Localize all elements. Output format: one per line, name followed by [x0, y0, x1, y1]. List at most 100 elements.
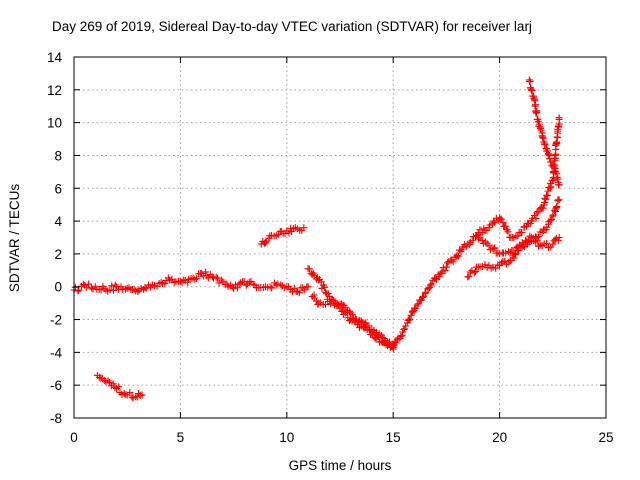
data-point-lower-descending-arm — [375, 333, 383, 341]
data-point-steep-descending-arm — [550, 163, 558, 171]
data-point-recovery-branch — [441, 267, 449, 275]
data-point-steep-descending-arm — [555, 181, 563, 189]
data-point-recovery-branch — [392, 339, 400, 347]
data-point-main-band — [304, 283, 312, 291]
data-point-lower-descending-arm — [329, 298, 337, 306]
data-point-steep-descending-arm — [530, 95, 538, 103]
data-point-recovery-branch — [449, 258, 457, 266]
data-point-upper-rising-arm — [547, 183, 555, 191]
data-point-upper-rising-arm — [542, 195, 550, 203]
data-point-lower-descending-arm — [371, 334, 379, 342]
data-point-middle-rising-arm — [491, 244, 499, 252]
data-point-main-band — [202, 268, 210, 276]
data-point-upper-rising-arm — [555, 114, 563, 122]
data-point-main-band — [266, 283, 274, 291]
y-tick-label: 0 — [54, 280, 62, 295]
data-point-main-band — [85, 280, 93, 288]
data-point-steep-descending-arm — [544, 150, 552, 158]
data-point-middle-rising-arm — [490, 245, 498, 253]
data-point-isolated-upper-segment — [300, 224, 308, 232]
data-point-main-band — [277, 281, 285, 289]
data-point-recovery-branch — [401, 325, 409, 333]
data-point-main-band — [193, 275, 201, 283]
data-point-upper-rising-arm — [502, 222, 510, 230]
data-point-upper-rising-arm — [497, 215, 505, 223]
data-point-recovery-branch — [424, 284, 432, 292]
data-point-steep-descending-arm — [539, 134, 547, 142]
data-point-recovery-branch — [427, 281, 435, 289]
data-point-main-band — [268, 284, 276, 292]
data-point-steep-descending-arm — [535, 120, 543, 128]
y-tick-label: -4 — [50, 345, 62, 360]
x-tick-label: 25 — [598, 430, 613, 445]
y-tick-label: 12 — [47, 83, 62, 98]
data-point-upper-rising-arm — [548, 177, 556, 185]
data-point-upper-rising-arm — [533, 209, 541, 217]
data-point-main-band — [295, 289, 303, 297]
data-point-recovery-branch — [407, 311, 415, 319]
data-point-middle-rising-arm — [510, 249, 518, 257]
data-point-lower-rising-arm — [549, 240, 557, 248]
data-point-middle-rising-arm — [555, 196, 563, 204]
data-point-main-band — [123, 284, 131, 292]
data-point-recovery-branch — [455, 252, 463, 260]
data-point-recovery-branch — [414, 300, 422, 308]
data-point-steep-descending-arm — [553, 173, 561, 181]
data-point-upper-rising-arm — [539, 204, 547, 212]
grid-layer — [74, 57, 606, 418]
data-point-main-band — [88, 284, 96, 292]
data-point-middle-rising-arm — [474, 235, 482, 243]
data-point-main-band — [125, 284, 133, 292]
data-point-steep-descending-arm — [527, 85, 535, 93]
data-point-recovery-branch — [448, 256, 456, 264]
y-tick-label: 2 — [54, 247, 62, 262]
x-axis-label: GPS time / hours — [289, 458, 392, 473]
data-point-main-band — [237, 279, 245, 287]
x-tick-label: 15 — [386, 430, 401, 445]
ticks-layer: 0 5 10 15 20 25 -8 -6 -4 -2 0 2 4 6 8 10 12 14 — [47, 50, 614, 445]
data-point-upper-rising-arm — [491, 218, 499, 226]
data-point-recovery-branch — [438, 268, 446, 276]
y-tick-label: 4 — [54, 214, 62, 229]
data-point-isolated-upper-segment — [261, 239, 269, 247]
data-point-middle-rising-arm — [533, 233, 541, 241]
x-tick-label: 0 — [70, 430, 78, 445]
data-point-steep-descending-arm — [538, 133, 546, 141]
data-point-recovery-branch — [437, 269, 445, 277]
data-point-middle-rising-arm — [486, 246, 494, 254]
data-point-main-band — [157, 278, 165, 286]
data-point-main-band — [109, 286, 117, 294]
data-point-middle-rising-arm — [535, 233, 543, 241]
data-point-lower-rising-arm — [498, 259, 506, 267]
x-tick-label: 5 — [177, 430, 185, 445]
data-point-lower-rising-arm — [543, 239, 551, 247]
y-tick-label: 14 — [47, 50, 63, 65]
data-point-recovery-branch — [406, 315, 414, 323]
data-point-recovery-branch — [442, 263, 450, 271]
data-point-main-band — [74, 287, 82, 295]
data-point-upper-rising-arm — [514, 232, 522, 240]
data-point-upper-rising-arm — [532, 215, 540, 223]
data-point-middle-rising-arm — [546, 217, 554, 225]
chart-title: Day 269 of 2019, Sidereal Day-to-day VTE… — [52, 19, 532, 34]
data-point-main-band — [249, 280, 257, 288]
data-point-main-band — [218, 276, 226, 284]
data-point-main-band — [212, 273, 220, 281]
data-point-steep-descending-arm — [533, 108, 541, 116]
data-point-steep-descending-arm — [536, 123, 544, 131]
data-point-middle-rising-arm — [523, 240, 531, 248]
x-tick-label: 10 — [279, 430, 294, 445]
data-point-lower-rising-arm — [512, 250, 520, 258]
data-point-recovery-branch — [412, 305, 420, 313]
data-point-middle-rising-arm — [520, 242, 528, 250]
data-point-main-band — [245, 278, 253, 286]
data-point-isolated-lower-segment — [104, 377, 112, 385]
data-point-lower-rising-arm — [501, 257, 509, 265]
y-tick-label: -8 — [50, 411, 62, 426]
data-point-lower-rising-arm — [472, 268, 480, 276]
data-point-lower-descending-arm — [347, 316, 355, 324]
data-point-main-band — [111, 281, 119, 289]
data-point-steep-descending-arm — [541, 141, 549, 149]
x-tick-label: 20 — [492, 430, 507, 445]
y-tick-label: -6 — [50, 378, 62, 393]
